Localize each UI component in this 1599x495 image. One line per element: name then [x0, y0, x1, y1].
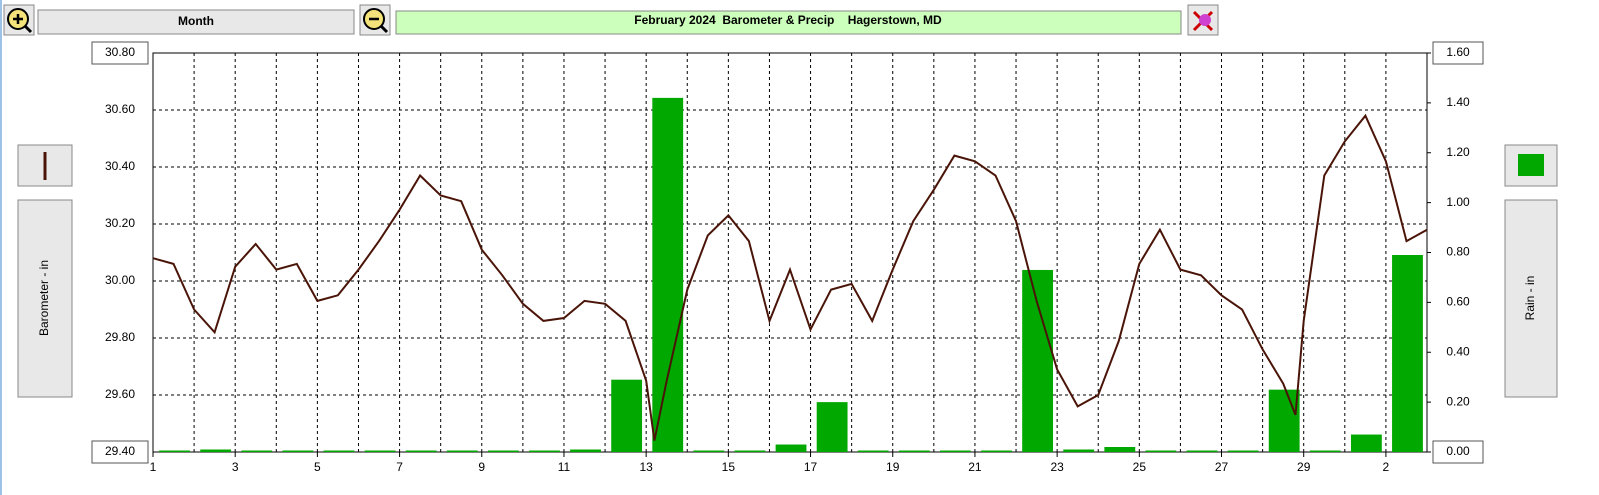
tick-box — [91, 440, 149, 464]
rain-bar — [200, 449, 232, 452]
barometer-line — [152, 113, 1428, 441]
y2-tick-label: 0.60 — [1446, 295, 1470, 309]
y2-tick-label: 1.00 — [1446, 195, 1470, 209]
tick-box — [1432, 41, 1484, 65]
y-axis-button[interactable]: Barometer - in — [17, 199, 73, 398]
y-tick-label: 29.80 — [105, 330, 135, 344]
x-tick-label: 17 — [804, 460, 818, 474]
rain-bar — [487, 450, 519, 452]
rain-bar — [446, 450, 478, 452]
y-tick-label: 29.60 — [105, 387, 135, 401]
tick-box — [91, 41, 149, 65]
rain-bar — [323, 450, 355, 452]
rain-bar — [652, 97, 684, 452]
chart-title: February 2024 Barometer & Precip Hagerst… — [634, 13, 942, 27]
rain-bar — [570, 449, 601, 452]
rain-bar — [529, 450, 560, 452]
rain-bar — [1350, 434, 1382, 452]
y2-tick-label: 0.80 — [1446, 245, 1470, 259]
rain-bar — [1186, 450, 1218, 452]
x-tick-label: 21 — [968, 460, 982, 474]
y2-tick-label: 1.60 — [1446, 45, 1470, 59]
y-legend-button[interactable] — [17, 144, 73, 187]
rain-bar — [1309, 450, 1341, 452]
rain-bar — [898, 450, 930, 452]
x-tick-label: 15 — [722, 460, 736, 474]
x-tick-label: 25 — [1133, 460, 1147, 474]
zoom-out-button[interactable] — [359, 4, 391, 36]
y2-tick-label: 0.20 — [1446, 394, 1470, 408]
rain-bar — [775, 444, 807, 452]
print-button[interactable] — [1187, 4, 1219, 36]
rain-bar — [734, 450, 766, 452]
y-tick-label: 29.40 — [105, 444, 135, 458]
y2-tick-label: 0.00 — [1446, 444, 1470, 458]
x-tick-label: 1 — [150, 460, 157, 474]
bar-swatch — [1518, 154, 1544, 176]
y2-tick-label: 0.40 — [1446, 344, 1470, 358]
y2-tick-label: 1.20 — [1446, 145, 1470, 159]
window-edge — [0, 0, 2, 495]
rain-bar — [1268, 389, 1300, 452]
tick-box — [1432, 440, 1484, 464]
plot-frame — [152, 52, 1428, 453]
rain-bar — [940, 450, 971, 452]
x-tick-label: 23 — [1050, 460, 1064, 474]
y-axis-label: Barometer - in — [37, 260, 51, 336]
title-box — [395, 10, 1182, 35]
rain-bar — [816, 402, 848, 452]
x-tick-label: 3 — [232, 460, 239, 474]
y2-axis-label: Rain - in — [1523, 276, 1537, 321]
x-tick-label: 11 — [558, 460, 571, 474]
rain-bar — [611, 379, 643, 452]
x-tick-label: 7 — [396, 460, 403, 474]
period-button[interactable]: Month — [37, 9, 355, 35]
period-label: Month — [178, 14, 214, 28]
y2-legend-button[interactable] — [1504, 144, 1558, 187]
y-tick-label: 30.20 — [105, 216, 135, 230]
rain-bar — [857, 450, 889, 452]
rain-bar — [1392, 254, 1423, 452]
x-tick-label: 19 — [886, 460, 900, 474]
y-tick-label: 30.40 — [105, 159, 135, 173]
x-tick-label: 5 — [314, 460, 321, 474]
rain-bar — [1104, 447, 1136, 452]
x-tick-label: 29 — [1297, 460, 1311, 474]
x-tick-label: 27 — [1215, 460, 1229, 474]
rain-bar — [241, 450, 273, 452]
rain-bar — [405, 450, 437, 452]
y-tick-label: 30.60 — [105, 102, 135, 116]
rain-bar — [159, 450, 190, 452]
x-tick-label: 9 — [478, 460, 485, 474]
rain-bar — [1063, 449, 1095, 452]
rain-bar — [693, 450, 725, 452]
rain-bar — [981, 450, 1012, 452]
y-tick-label: 30.80 — [105, 45, 135, 59]
rain-bar — [1145, 450, 1177, 452]
rain-bar — [364, 450, 396, 452]
rain-bar — [282, 450, 314, 452]
x-tick-label: 2 — [1383, 460, 1390, 474]
zoom-in-button[interactable] — [3, 4, 35, 36]
y2-tick-label: 1.40 — [1446, 95, 1470, 109]
x-tick-label: 13 — [639, 460, 653, 474]
rain-bar — [1227, 450, 1259, 452]
y-tick-label: 30.00 — [105, 273, 135, 287]
rain-bar — [1022, 269, 1054, 452]
y2-axis-button[interactable]: Rain - in — [1504, 199, 1558, 398]
